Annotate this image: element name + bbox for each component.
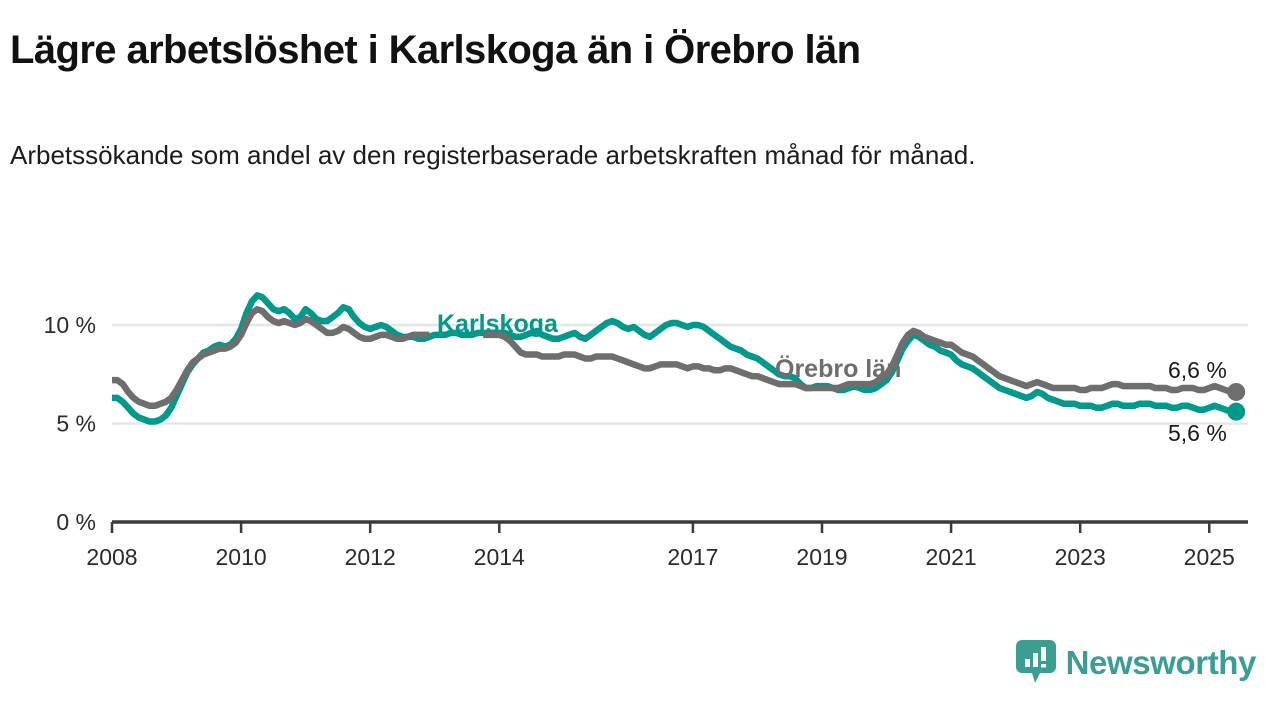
y-axis-tick-label: 0 % (56, 509, 96, 535)
footer: Newsworthy (0, 630, 1280, 720)
newsworthy-wordmark: Newsworthy (1065, 643, 1257, 681)
chart-svg: 0 %5 %10 % 2008 2010 2012 2014 2017 2019 2021 2… (44, 292, 1248, 570)
series-label-orebro: Örebro län (775, 354, 901, 383)
end-point-markers (1227, 382, 1246, 421)
x-axis-tick-label: 2025 (1184, 544, 1235, 570)
x-axis-tick-label: 2012 (345, 544, 396, 570)
x-axis-tick-label: 2021 (926, 544, 977, 570)
x-axis-tick-label: 2014 (474, 544, 525, 570)
x-axis-ticks (110, 522, 1211, 533)
x-axis-tick-label: 2017 (667, 544, 718, 570)
end-dot-örebro-län (1227, 382, 1246, 401)
x-axis-tick-label: 2008 (86, 544, 137, 570)
x-axis-tick-label: 2019 (796, 544, 847, 570)
end-dot-karlskoga (1227, 402, 1246, 421)
y-axis-tick-label: 5 % (56, 411, 96, 437)
series-line-örebro-län (112, 305, 1237, 410)
line-chart: 0 % 5 % 10 % 2008 2010 2012 2014 2017 2019 2021 2… (0, 250, 1280, 590)
series-lines (112, 292, 1237, 425)
x-axis-tick-label: 2023 (1055, 544, 1106, 570)
x-axis-tick-label: 2010 (216, 544, 267, 570)
page-subtitle: Arbetssökande som andel av den registerb… (10, 140, 976, 170)
newsworthy-logo[interactable]: Newsworthy (1015, 640, 1257, 684)
page-title: Lägre arbetslöshet i Karlskoga än i Öreb… (10, 28, 861, 72)
end-value-orebro: 6,6 % (1168, 357, 1227, 383)
series-label-karlskoga: Karlskoga (437, 310, 559, 338)
series-line-karlskoga (112, 292, 1237, 425)
end-value-karlskoga: 5,6 % (1168, 420, 1227, 446)
x-axis-labels: 2008 2010 2012 2014 2017 2019 2021 2023 2025 (86, 544, 1234, 570)
bar-chart-speech-bubble-icon (1015, 640, 1056, 684)
y-axis-tick-label: 10 % (44, 312, 96, 338)
gridlines (112, 323, 1248, 425)
y-axis-labels: 0 % 5 % 10 % (44, 312, 96, 535)
